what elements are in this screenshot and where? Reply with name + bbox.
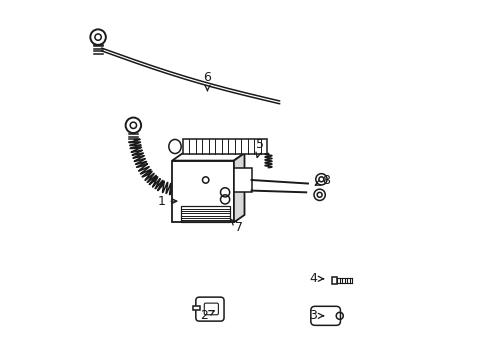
FancyBboxPatch shape xyxy=(310,306,340,325)
Text: 4: 4 xyxy=(309,272,323,285)
FancyBboxPatch shape xyxy=(195,297,224,321)
Text: 5: 5 xyxy=(255,138,264,158)
Polygon shape xyxy=(172,153,244,161)
Bar xyxy=(181,207,230,222)
Polygon shape xyxy=(233,153,244,222)
Bar xyxy=(331,277,337,284)
Bar xyxy=(233,168,251,192)
Text: 6: 6 xyxy=(203,71,211,90)
Text: 8: 8 xyxy=(315,174,329,186)
Ellipse shape xyxy=(168,139,181,154)
Text: 2: 2 xyxy=(200,309,214,322)
Text: 7: 7 xyxy=(230,219,243,234)
Text: 1: 1 xyxy=(157,195,177,208)
Bar xyxy=(183,139,267,154)
Bar xyxy=(193,306,199,310)
Text: 3: 3 xyxy=(309,309,323,322)
Bar xyxy=(172,161,233,222)
